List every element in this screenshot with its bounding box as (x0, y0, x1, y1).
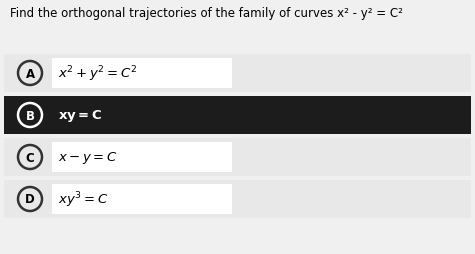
Text: C: C (26, 151, 34, 164)
Circle shape (18, 187, 42, 211)
Text: Find the orthogonal trajectories of the family of curves x² - y² = C²: Find the orthogonal trajectories of the … (10, 7, 403, 20)
Text: $\mathbf{xy = C}$: $\mathbf{xy = C}$ (58, 108, 102, 123)
Text: $x - y = C$: $x - y = C$ (58, 149, 118, 165)
Circle shape (18, 62, 42, 86)
FancyBboxPatch shape (4, 97, 471, 134)
Text: $x^2+y^2=C^2$: $x^2+y^2=C^2$ (58, 64, 137, 84)
FancyBboxPatch shape (4, 180, 471, 218)
FancyBboxPatch shape (52, 142, 232, 172)
Circle shape (18, 104, 42, 128)
Text: B: B (26, 109, 35, 122)
Circle shape (18, 146, 42, 169)
Text: D: D (25, 193, 35, 206)
FancyBboxPatch shape (52, 184, 232, 214)
FancyBboxPatch shape (52, 59, 232, 89)
FancyBboxPatch shape (4, 138, 471, 176)
FancyBboxPatch shape (4, 55, 471, 93)
Text: A: A (26, 67, 35, 80)
Text: $xy^3 = C$: $xy^3 = C$ (58, 189, 108, 209)
